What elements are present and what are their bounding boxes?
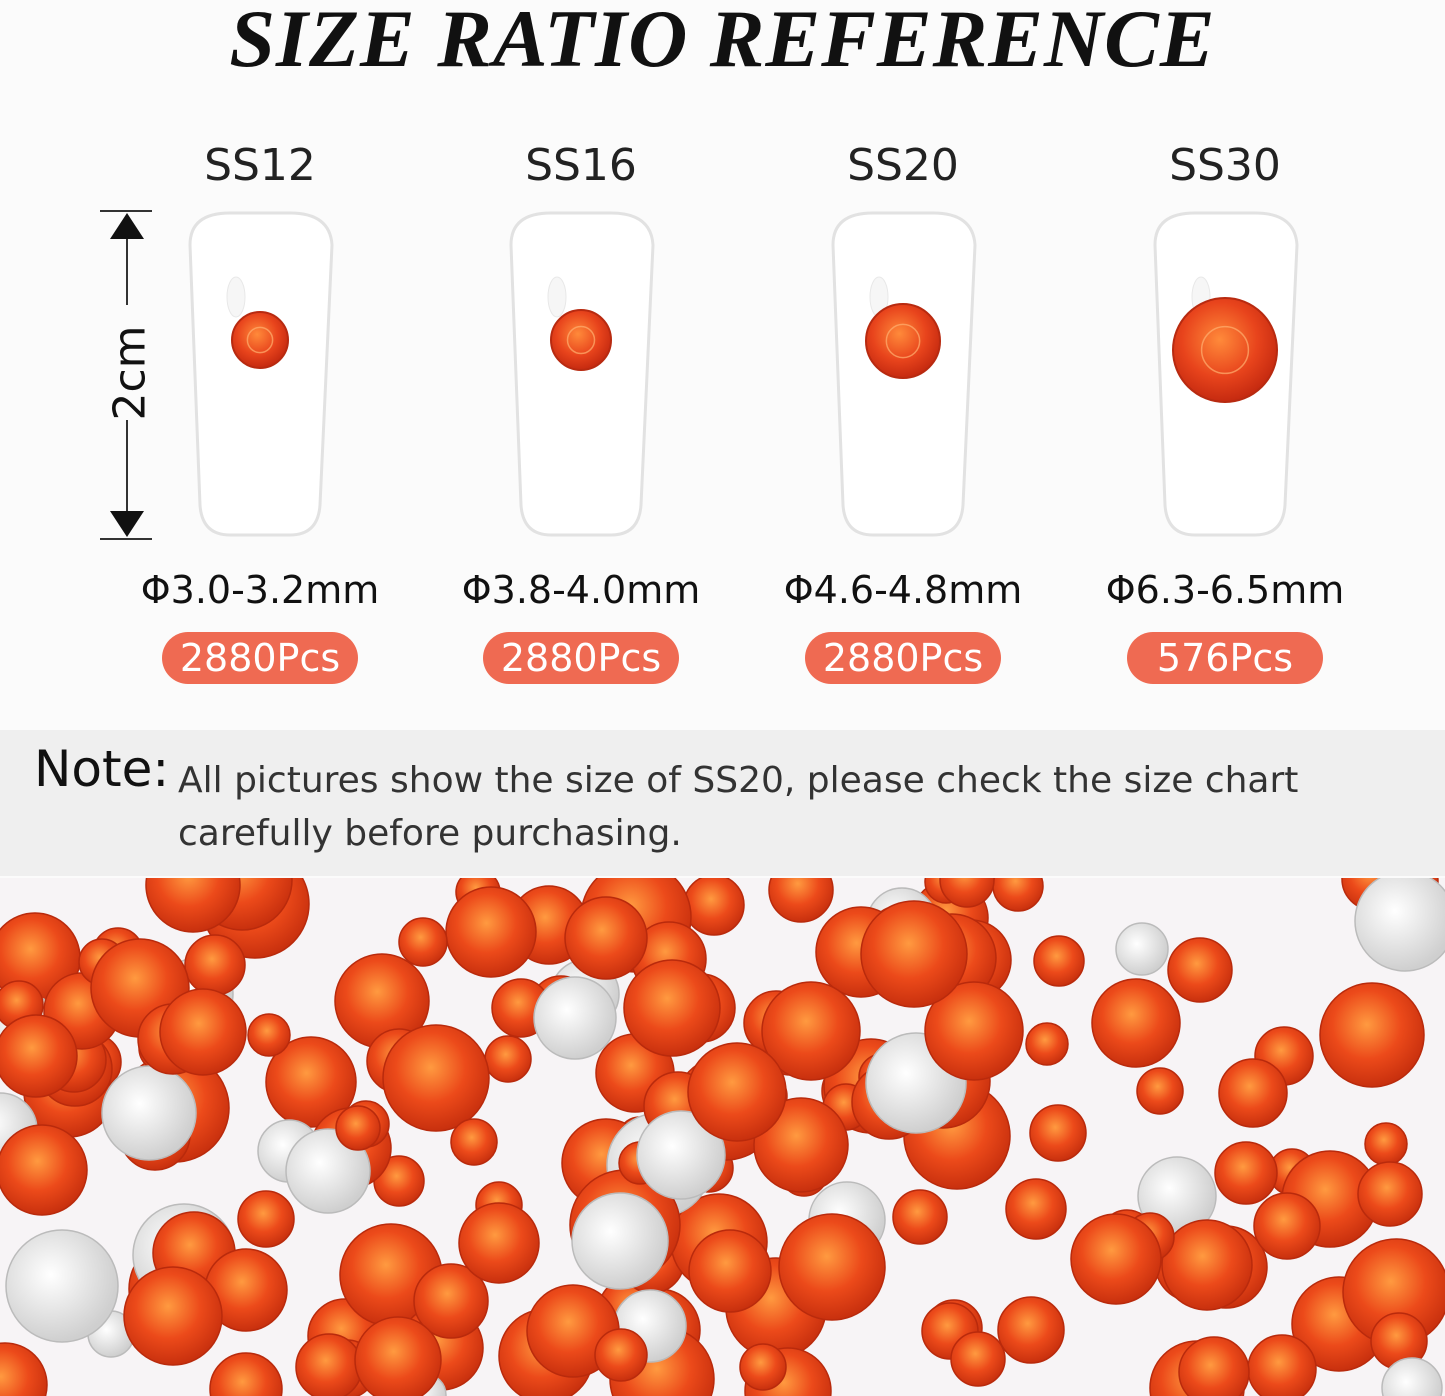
rhinestone bbox=[739, 1343, 787, 1391]
rhinestone bbox=[761, 981, 861, 1081]
rhinestone bbox=[398, 917, 448, 967]
diameter-label: Φ3.8-4.0mm bbox=[461, 568, 701, 612]
rhinestone bbox=[123, 1266, 223, 1366]
rhinestone bbox=[687, 1042, 787, 1142]
diameter-label: Φ3.0-3.2mm bbox=[140, 568, 380, 612]
rhinestone bbox=[413, 1263, 489, 1339]
rhinestone bbox=[354, 1316, 442, 1396]
size-name: SS20 bbox=[847, 140, 959, 191]
silver-back bbox=[1354, 878, 1445, 972]
rhinestones-photo bbox=[0, 878, 1445, 1396]
rhinestone bbox=[753, 1097, 849, 1193]
silver-back bbox=[1115, 922, 1169, 976]
rhinestone bbox=[892, 1189, 948, 1245]
rhinestone bbox=[335, 1105, 381, 1151]
silver-back bbox=[101, 1065, 197, 1161]
rhinestone bbox=[623, 959, 721, 1057]
count-badge: 2880Pcs bbox=[162, 632, 358, 684]
nail-tip-image bbox=[509, 211, 655, 537]
rhinestone bbox=[997, 1296, 1065, 1364]
nail-tip-image bbox=[831, 211, 977, 537]
rhinestone bbox=[939, 878, 995, 908]
rhinestone bbox=[382, 1024, 490, 1132]
rhinestone bbox=[1357, 1161, 1423, 1227]
rhinestone bbox=[778, 1213, 886, 1321]
rhinestone bbox=[950, 1331, 1006, 1387]
rhinestone bbox=[0, 1014, 78, 1098]
silver-back bbox=[636, 1110, 726, 1200]
size-name: SS12 bbox=[204, 140, 316, 191]
note-label: Note: bbox=[34, 740, 170, 798]
rhinestone bbox=[445, 886, 537, 978]
rhinestone bbox=[0, 1342, 48, 1396]
rhinestone bbox=[550, 309, 612, 371]
rhinestone bbox=[865, 303, 941, 379]
rhinestone bbox=[265, 1036, 357, 1128]
rhinestone bbox=[1172, 297, 1278, 403]
rhinestone bbox=[0, 1124, 88, 1216]
size-name: SS30 bbox=[1169, 140, 1281, 191]
rhinestone bbox=[688, 1229, 772, 1313]
rhinestone bbox=[1161, 1219, 1253, 1311]
nail-tip-image bbox=[1153, 211, 1299, 537]
count-badge: 2880Pcs bbox=[483, 632, 679, 684]
rhinestone bbox=[159, 988, 247, 1076]
note-band: Note: All pictures show the size of SS20… bbox=[0, 730, 1445, 876]
note-text: All pictures show the size of SS20, plea… bbox=[178, 760, 1299, 854]
silver-back bbox=[571, 1192, 669, 1290]
rhinestone bbox=[1253, 1192, 1321, 1260]
rhinestone bbox=[1136, 1067, 1184, 1115]
rhinestone bbox=[1070, 1213, 1162, 1305]
silver-back bbox=[533, 976, 617, 1060]
rhinestone bbox=[247, 1013, 291, 1057]
count-badge: 576Pcs bbox=[1127, 632, 1323, 684]
rhinestone bbox=[145, 878, 241, 933]
rhinestone bbox=[184, 934, 246, 996]
rhinestone bbox=[450, 1118, 498, 1166]
count-badge: 2880Pcs bbox=[805, 632, 1001, 684]
rhinestone bbox=[231, 311, 289, 369]
rhinestone bbox=[295, 1333, 363, 1396]
rhinestone bbox=[1247, 1334, 1317, 1396]
diameter-label: Φ4.6-4.8mm bbox=[783, 568, 1023, 612]
rhinestone bbox=[1167, 937, 1233, 1003]
rhinestone bbox=[1364, 1122, 1408, 1166]
height-label: 2cm bbox=[104, 325, 156, 421]
rhinestone bbox=[594, 1328, 648, 1382]
rhinestone bbox=[564, 896, 648, 980]
silver-back bbox=[1381, 1357, 1443, 1396]
rhinestone bbox=[484, 1035, 532, 1083]
diameter-label: Φ6.3-6.5mm bbox=[1105, 568, 1345, 612]
nail-tip-image bbox=[188, 211, 334, 537]
rhinestone bbox=[1025, 1022, 1069, 1066]
page-title: SIZE RATIO REFERENCE bbox=[229, 0, 1216, 84]
rhinestone bbox=[1218, 1058, 1288, 1128]
rhinestone bbox=[860, 900, 968, 1008]
rhinestone bbox=[1178, 1336, 1250, 1396]
silver-back bbox=[5, 1229, 119, 1343]
rhinestone bbox=[768, 878, 834, 923]
rhinestone bbox=[1005, 1178, 1067, 1240]
rhinestone bbox=[683, 878, 745, 936]
rhinestone bbox=[1091, 978, 1181, 1068]
height-arrow bbox=[98, 205, 158, 545]
silver-back bbox=[285, 1128, 371, 1214]
size-name: SS16 bbox=[525, 140, 637, 191]
rhinestone bbox=[1029, 1104, 1087, 1162]
rhinestone bbox=[924, 981, 1024, 1081]
rhinestone bbox=[458, 1202, 540, 1284]
rhinestone bbox=[1033, 935, 1085, 987]
rhinestone bbox=[1214, 1141, 1278, 1205]
rhinestone bbox=[209, 1352, 283, 1396]
rhinestone bbox=[237, 1190, 295, 1248]
rhinestone bbox=[1319, 982, 1425, 1088]
